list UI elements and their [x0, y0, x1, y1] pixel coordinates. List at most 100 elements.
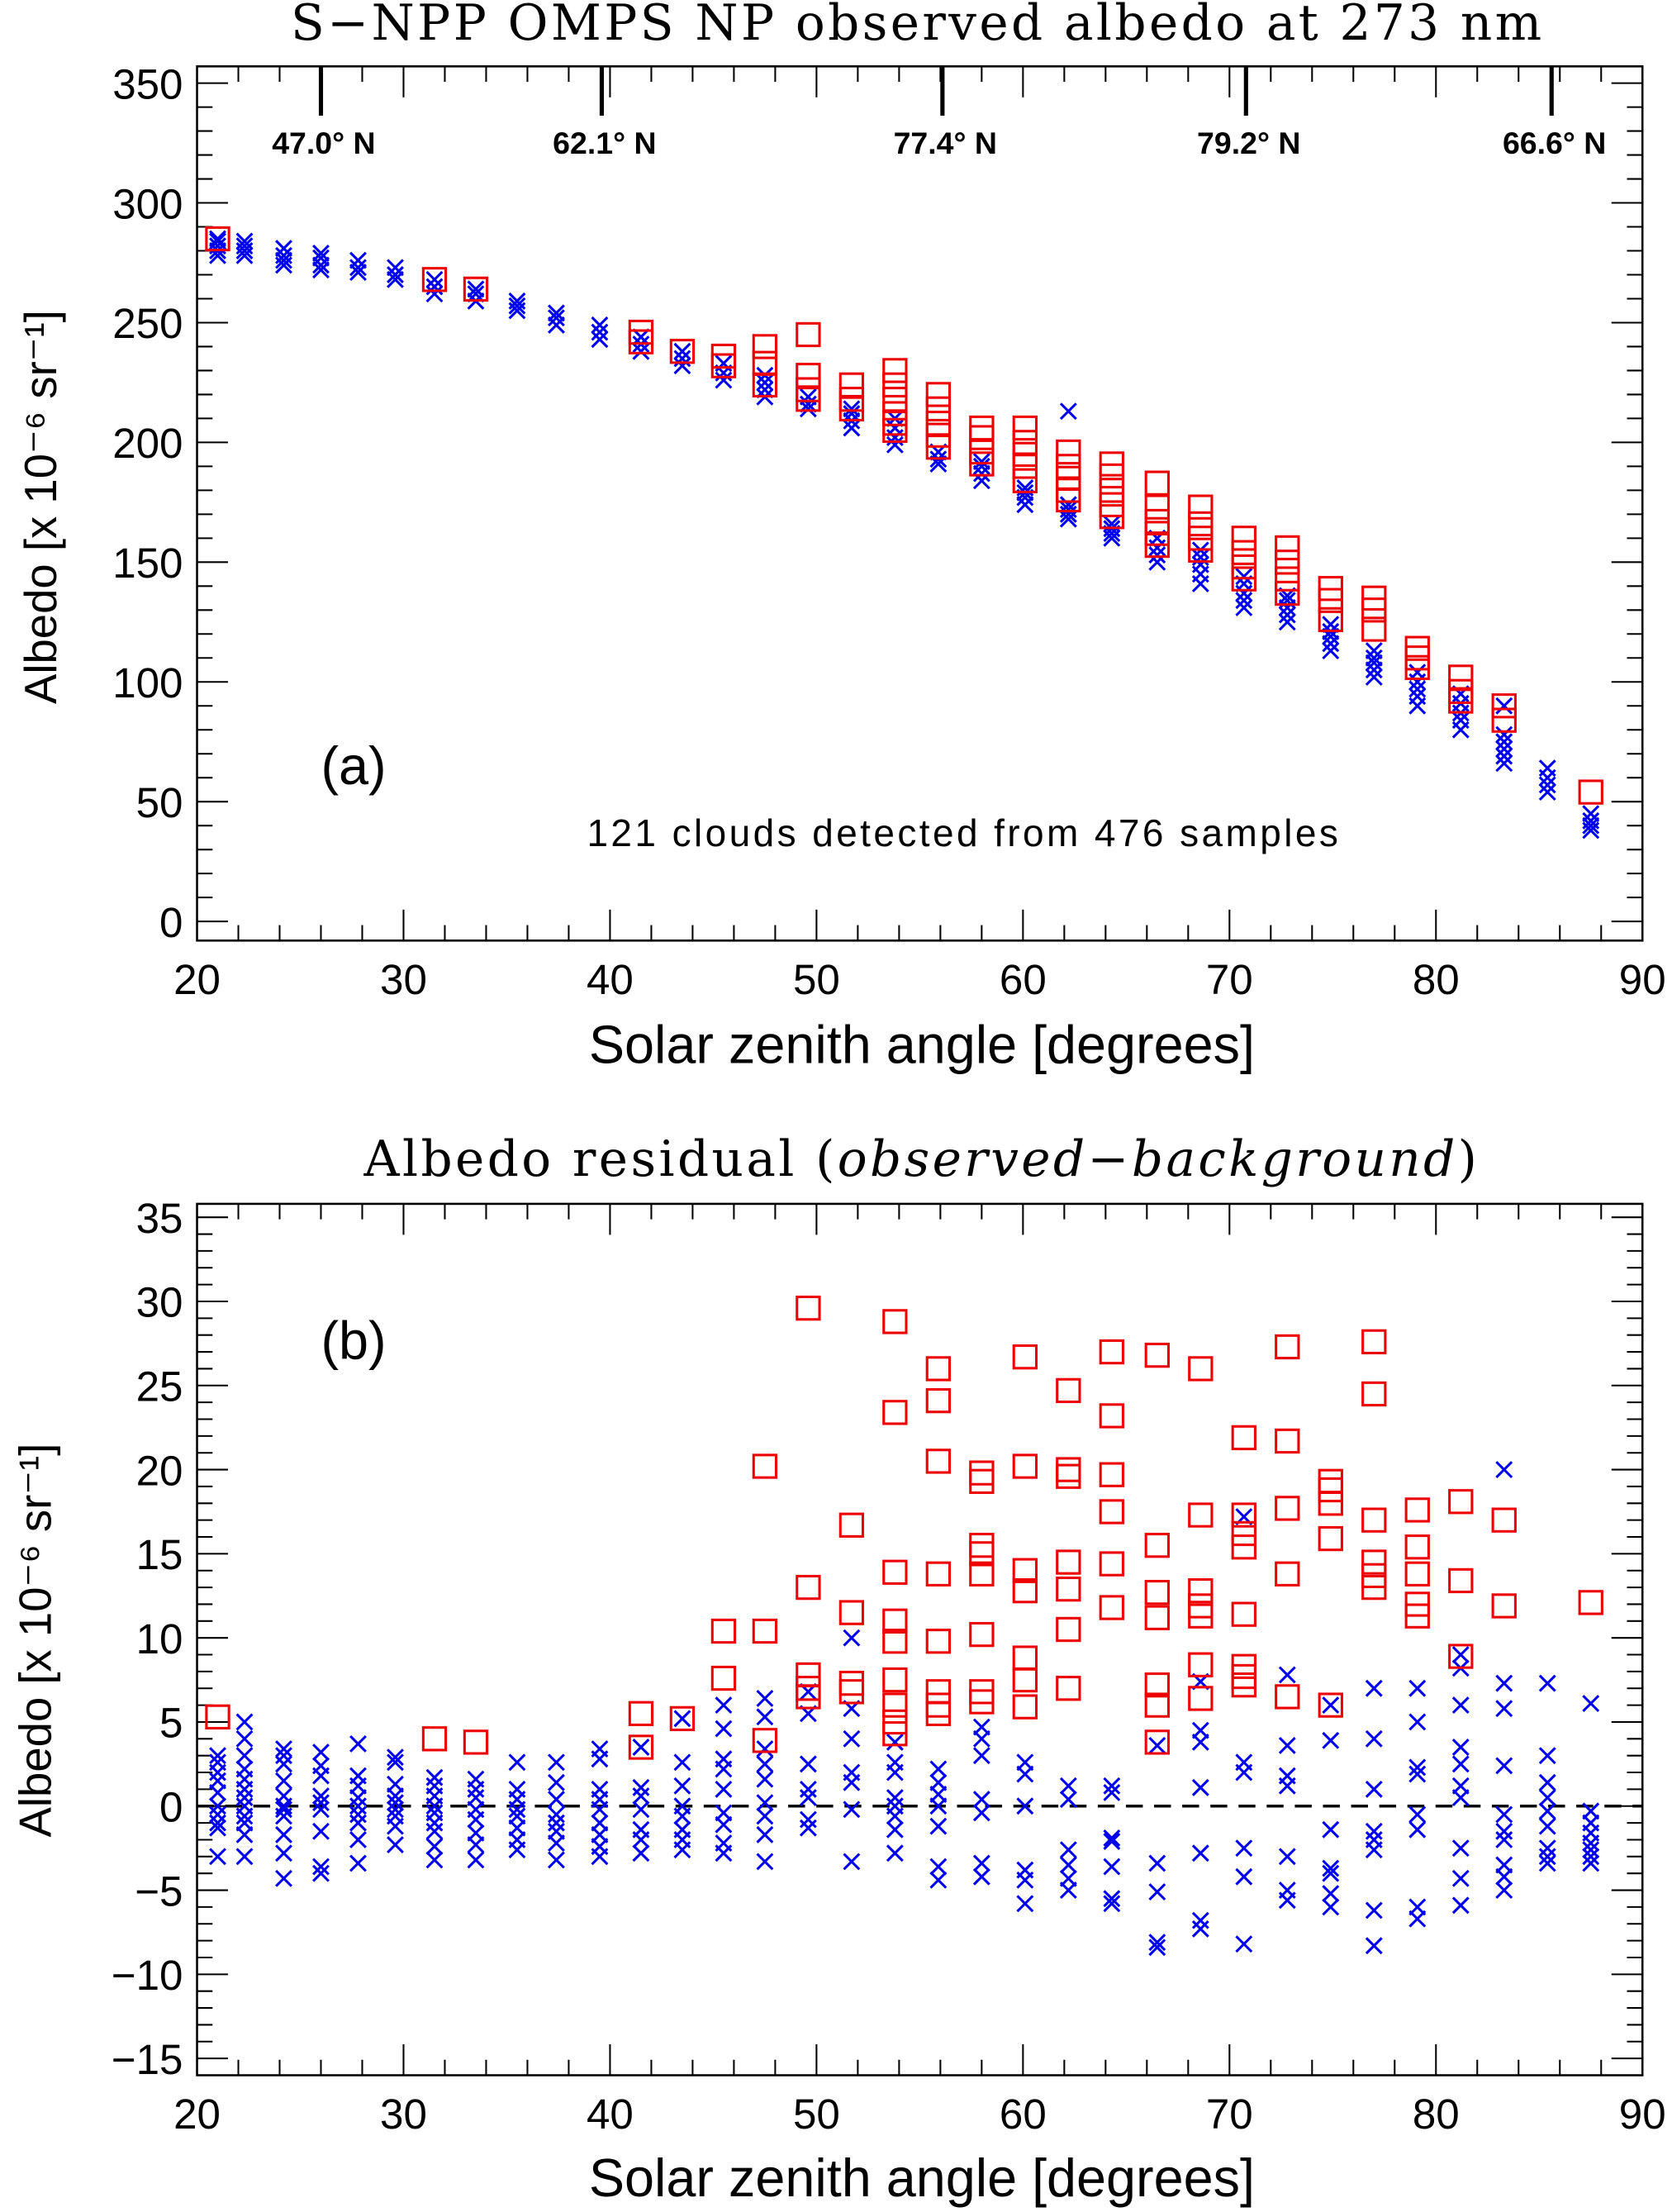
sample-x-marker — [349, 1831, 367, 1848]
sample-x-marker — [547, 309, 565, 327]
cloud-square-marker — [925, 382, 952, 407]
sample-x-marker — [1103, 1777, 1121, 1795]
latitude-label: 62.1° N — [553, 126, 656, 160]
sample-x-marker — [1495, 740, 1513, 758]
sample-x-marker — [1365, 1679, 1383, 1697]
sample-x-marker — [209, 1763, 226, 1781]
cloud-square-marker — [1012, 1645, 1038, 1671]
sample-x-marker — [799, 1810, 817, 1829]
cloud-square-marker — [1448, 678, 1474, 705]
y-tick-label: 15 — [136, 1531, 183, 1578]
panel-b-axes: 20 30 40 50 60 70 80 90 −15 −10 −5 0 5 10 15 20 25 30 35 — [112, 1195, 1666, 2138]
cloud-square-marker — [969, 1468, 995, 1494]
x-tick-label: 80 — [1413, 956, 1460, 1003]
sample-x-marker — [1103, 1858, 1121, 1876]
cloud-square-marker — [1318, 1692, 1343, 1718]
sample-x-marker — [312, 1767, 330, 1785]
cloud-square-marker — [1099, 1551, 1124, 1577]
sample-x-marker — [1235, 592, 1253, 610]
latitude-label: 47.0° N — [272, 126, 375, 160]
sample-x-marker — [1148, 1737, 1166, 1754]
sample-x-marker — [591, 1848, 609, 1866]
cloud-square-marker — [969, 1621, 995, 1648]
sample-x-marker — [673, 1710, 691, 1728]
sample-x-marker — [1408, 1765, 1427, 1783]
cloud-square-marker — [752, 1453, 778, 1479]
sample-x-marker — [209, 1784, 226, 1801]
cloud-square-marker — [882, 1692, 908, 1718]
sample-x-marker — [1408, 664, 1427, 682]
sample-x-marker — [1495, 733, 1513, 751]
sample-x-marker — [235, 1789, 254, 1807]
panel-a-marks — [205, 226, 1603, 840]
sample-x-marker — [387, 1794, 404, 1812]
sample-x-marker — [799, 1789, 817, 1807]
sample-x-marker — [632, 1801, 650, 1819]
sample-x-marker — [1016, 1895, 1034, 1913]
sample-x-marker — [632, 1778, 650, 1796]
sample-x-marker — [1322, 1885, 1340, 1903]
cloud-square-marker — [752, 334, 778, 359]
x-tick-label: 20 — [173, 956, 221, 1003]
cloud-square-marker — [838, 1512, 865, 1538]
x-tick-label: 30 — [380, 956, 427, 1003]
sample-x-marker — [1191, 555, 1209, 573]
sample-x-marker — [929, 1760, 948, 1778]
cloud-square-marker — [1275, 535, 1300, 561]
sample-x-marker — [1059, 501, 1077, 519]
cloud-square-marker — [1491, 1507, 1517, 1533]
sample-x-marker — [547, 1814, 565, 1832]
sample-x-marker — [632, 1739, 650, 1756]
sample-x-marker — [1582, 1854, 1600, 1872]
sample-x-marker — [209, 232, 226, 250]
sample-x-marker — [349, 1734, 367, 1753]
sample-x-marker — [843, 1853, 861, 1871]
sample-x-marker — [1322, 1859, 1340, 1877]
sample-x-marker — [1495, 754, 1513, 773]
sample-x-marker — [1191, 1778, 1209, 1796]
sample-x-marker — [1408, 1805, 1427, 1824]
sample-x-marker — [425, 1851, 444, 1869]
sample-x-marker — [1451, 1839, 1470, 1858]
sample-x-marker — [425, 1797, 444, 1815]
sample-x-marker — [1016, 1871, 1034, 1889]
cloud-square-marker — [796, 1684, 821, 1710]
cloud-square-marker — [925, 1449, 952, 1474]
sample-x-marker — [209, 1747, 226, 1765]
sample-x-marker — [756, 1807, 774, 1825]
cloud-square-marker — [796, 363, 821, 388]
cloud-square-marker — [882, 1721, 908, 1747]
cloud-square-marker — [1404, 654, 1430, 681]
cloud-square-marker — [752, 1728, 778, 1753]
cloud-square-marker — [1099, 478, 1124, 503]
sample-x-marker — [275, 1869, 292, 1887]
cloud-square-marker — [1056, 1549, 1081, 1575]
sample-x-marker — [1059, 1881, 1077, 1900]
y-tick-label: −5 — [135, 1867, 183, 1915]
cloud-square-marker — [1275, 549, 1300, 575]
sample-x-marker — [1451, 1739, 1470, 1756]
sample-x-marker — [1103, 1890, 1121, 1908]
sample-x-marker — [1538, 1802, 1556, 1820]
sample-x-marker — [1582, 805, 1600, 823]
sample-x-marker — [209, 1805, 226, 1824]
sample-x-marker — [1582, 1848, 1600, 1866]
sample-x-marker — [1408, 1679, 1427, 1697]
y-tick-label: 100 — [112, 659, 183, 706]
cloud-square-marker — [463, 1729, 489, 1755]
cloud-square-marker — [752, 1618, 778, 1644]
cloud-square-marker — [1099, 1462, 1124, 1487]
latitude-label: 79.2° N — [1197, 126, 1300, 160]
cloud-square-marker — [882, 1309, 908, 1334]
sample-x-marker — [756, 1755, 774, 1773]
sample-x-marker — [843, 1773, 861, 1791]
cloud-square-marker — [969, 1689, 995, 1715]
sample-x-marker — [312, 1794, 330, 1812]
sample-x-marker — [1278, 606, 1296, 624]
cloud-square-marker — [1231, 1502, 1256, 1528]
panel-b-marks — [205, 1295, 1603, 1957]
sample-x-marker — [235, 1729, 254, 1748]
sample-x-marker — [886, 1763, 904, 1781]
sample-x-marker — [799, 1780, 817, 1798]
cloud-square-marker — [1404, 1561, 1430, 1586]
